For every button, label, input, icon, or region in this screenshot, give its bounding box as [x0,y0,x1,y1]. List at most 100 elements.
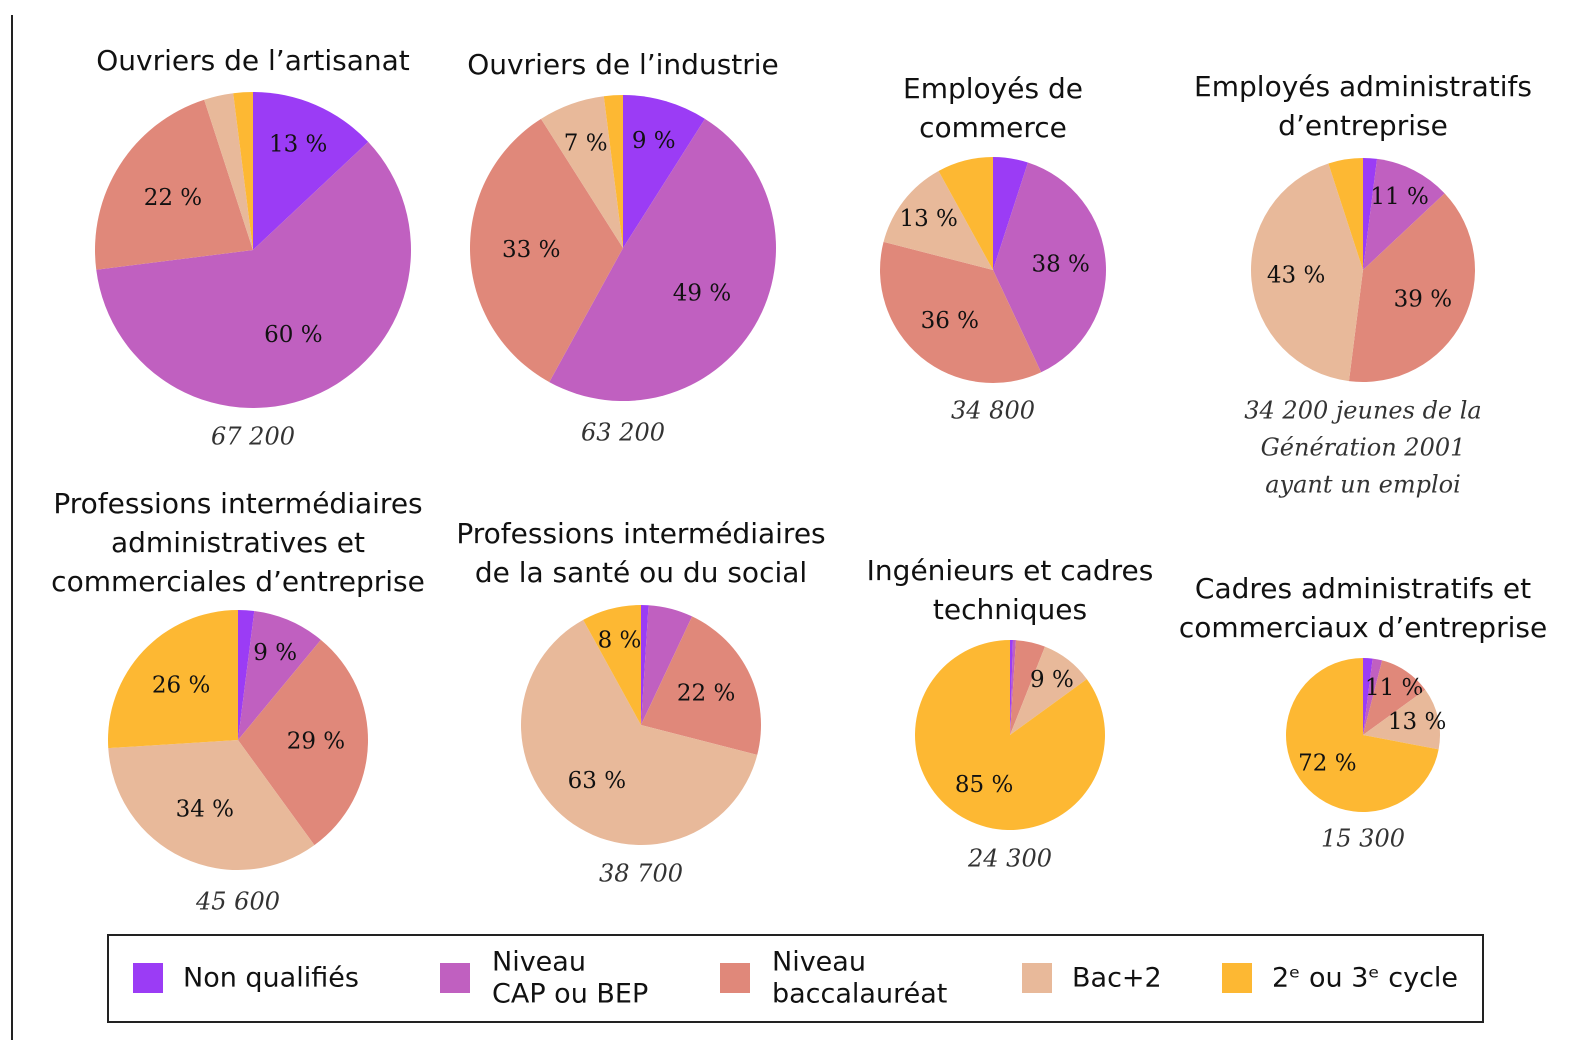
value-label: 72 % [1298,750,1356,776]
value-label: 43 % [1267,262,1325,288]
value-label: 7 % [564,130,608,156]
pie-slice [1363,158,1378,270]
pie-note: 63 200 [581,419,665,447]
value-label: 49 % [673,281,731,307]
pie-note: 45 600 [195,888,280,916]
pie-title: Employés administratifs [1194,70,1532,103]
value-label: 22 % [677,680,735,706]
legend-swatch [133,963,163,993]
pie-slice [583,605,641,725]
pie-slice [107,610,238,749]
pie-title: commerciaux d’entreprise [1179,611,1547,644]
pie-note: ayant un emploi [1265,471,1461,499]
pie-slice [238,610,255,740]
pie-note: Génération 2001 [1261,434,1466,462]
pie-slice [549,118,777,402]
legend-label: CAP ou BEP [492,979,648,1010]
pie-slice [238,639,368,846]
pie-title: d’entreprise [1278,109,1448,142]
value-label: 60 % [264,322,322,348]
value-label: 85 % [955,772,1013,798]
value-label: 34 % [176,797,234,823]
pie-slice [238,611,321,740]
pie-note: 67 200 [211,423,295,451]
pie-slice [1286,658,1439,813]
pie-title: de la santé ou du social [475,556,807,589]
pie-slice [1363,158,1445,270]
pie-slice [914,640,1105,830]
value-label: 13 % [269,132,327,158]
value-label: 8 % [598,627,642,653]
legend-label: 2ᵉ ou 3ᵉ cycle [1272,963,1458,994]
pie-title: Professions intermédiaires [53,487,422,520]
value-label: 9 % [632,128,676,154]
value-label: 22 % [144,185,202,211]
pie-slice [641,616,761,755]
legend-box [107,934,1484,1023]
pie-slice [1363,658,1373,735]
pie-slice [1363,658,1383,735]
legend-label: Bac+2 [1072,963,1162,994]
value-label: 11 % [1370,184,1428,210]
value-label: 29 % [287,728,345,754]
pie-slice [96,141,411,408]
legend-label: Niveau [772,947,866,978]
pie-slice [1348,193,1475,382]
value-label: 39 % [1394,287,1452,313]
pie-slice [883,170,993,270]
value-label: 13 % [899,206,957,232]
pie-note: 15 300 [1321,825,1405,853]
value-label: 9 % [253,640,297,666]
pie-title: Employés de [903,72,1083,105]
value-label: 11 % [1365,675,1423,701]
pie-slice [541,96,623,248]
pie-slice [1328,158,1363,270]
legend-swatch [720,963,750,993]
value-label: 63 % [568,768,626,794]
value-label: 33 % [502,237,560,263]
pie-note: 34 200 jeunes de la [1244,397,1482,425]
value-label: 38 % [1031,252,1089,278]
pie-title: administratives et [111,526,365,559]
pie-slice [880,241,1042,383]
pie-slice [993,157,1028,270]
pie-slice [1363,660,1426,735]
pie-slice [993,162,1106,373]
pie-title: Ingénieurs et cadres [867,554,1154,587]
pie-slice [641,605,693,725]
pie-slice [204,93,253,250]
pie-slice [253,92,369,250]
pie-slice [1010,640,1016,735]
pie-title: Professions intermédiaires [456,517,825,550]
legend-label: Non qualifiés [183,963,359,994]
pie-slice [1251,163,1363,382]
legend-label: baccalauréat [772,979,947,1010]
pie-note: 34 800 [951,397,1035,425]
pie-note: 24 300 [967,845,1052,873]
pie-slice [1010,640,1045,735]
value-label: 26 % [152,673,210,699]
pie-slice [623,95,705,248]
pie-slice [233,92,253,250]
pie-slice [1010,646,1087,735]
value-label: 36 % [921,308,979,334]
pie-title: Ouvriers de l’industrie [467,48,779,81]
pie-title: techniques [933,593,1087,626]
pie-slice [1010,640,1013,735]
legend-swatch [440,963,470,993]
pie-slice [1363,689,1440,750]
pie-slice [641,605,649,725]
pie-slice [95,99,253,270]
pie-slice [938,157,993,270]
pie-title: Ouvriers de l’artisanat [96,44,410,77]
value-label: 13 % [1388,709,1446,735]
pie-slice [603,95,623,248]
legend-swatch [1022,963,1052,993]
pie-title: commerciales d’entreprise [51,565,425,598]
pie-title: Cadres administratifs et [1195,572,1531,605]
legend-label: Niveau [492,947,586,978]
value-label: 9 % [1030,667,1074,693]
pie-slice [521,619,758,846]
pie-note: 38 700 [599,860,683,888]
